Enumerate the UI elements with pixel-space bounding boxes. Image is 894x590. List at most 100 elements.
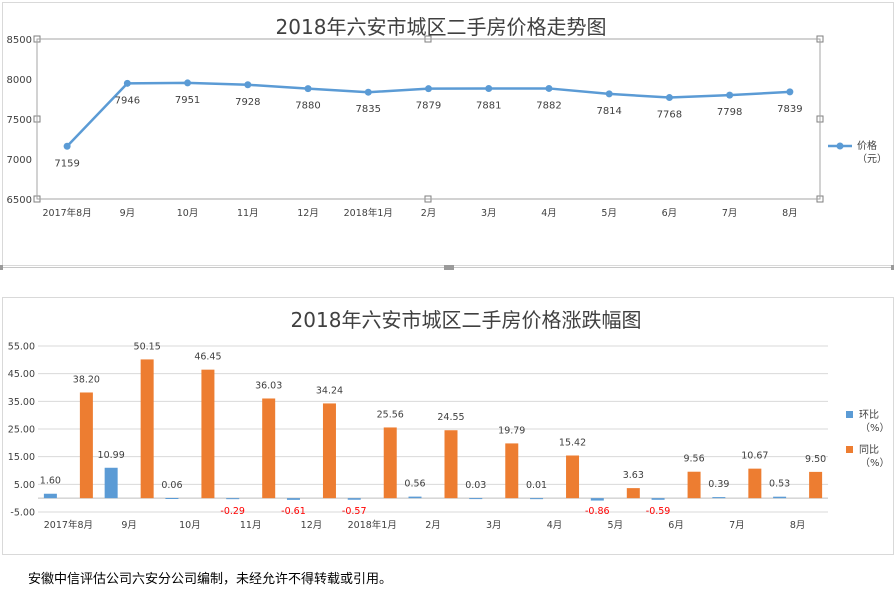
mom-bar: [773, 496, 787, 499]
yoy-data-label: 36.03: [255, 380, 282, 391]
yoy-bar: [262, 398, 276, 499]
yoy-bar: [444, 430, 458, 499]
price-point: [63, 142, 71, 150]
mom-data-label: -0.86: [585, 506, 610, 517]
x-tick-label: 7月: [722, 208, 738, 219]
x-tick-label: 8月: [790, 520, 806, 531]
price-data-label: 7951: [175, 95, 200, 106]
x-tick-label: 2017年8月: [44, 519, 93, 531]
yoy-bar: [566, 455, 580, 499]
price-point: [364, 88, 372, 96]
y-tick-label: 8500: [7, 35, 32, 46]
x-tick-label: 5月: [601, 208, 617, 219]
divider-left-handle[interactable]: [0, 265, 3, 270]
mom-bar: [43, 493, 57, 499]
price-data-label: 7946: [115, 95, 140, 106]
price-change-title: 2018年六安市城区二手房价格涨跌幅图: [291, 308, 642, 332]
price-trend-panel: [2, 2, 894, 266]
yoy-bar: [383, 427, 397, 499]
yoy-bar: [79, 392, 93, 499]
x-tick-label: 4月: [541, 208, 557, 219]
price-trend-title: 2018年六安市城区二手房价格走势图: [276, 15, 607, 39]
divider-resize-handle[interactable]: [444, 265, 454, 270]
yoy-data-label: 34.24: [316, 385, 343, 396]
yoy-bar: [748, 468, 762, 499]
x-tick-label: 3月: [486, 520, 502, 531]
x-tick-label: 11月: [237, 208, 259, 219]
yoy-data-label: 3.63: [623, 470, 644, 481]
x-tick-label: 2018年1月: [348, 519, 397, 531]
legend-series-unit: （%）: [860, 422, 890, 434]
x-tick-label: 2月: [425, 520, 441, 531]
yoy-data-label: 24.55: [437, 412, 464, 423]
legend-series-name: 同比: [859, 444, 879, 456]
x-tick-label: 8月: [782, 208, 798, 219]
price-point: [304, 85, 312, 93]
mom-bar: [165, 498, 179, 500]
mom-bar: [530, 498, 544, 500]
x-tick-label: 10月: [179, 520, 201, 531]
mom-data-label: 10.99: [98, 450, 125, 461]
yoy-data-label: 50.15: [134, 341, 161, 352]
mom-data-label: 0.56: [404, 479, 425, 490]
y-tick-label: 7000: [7, 155, 32, 166]
price-point: [545, 84, 553, 92]
mom-bar: [104, 467, 118, 499]
mom-bar: [226, 498, 240, 500]
legend-series-unit: （%）: [860, 457, 890, 469]
mom-bar: [590, 498, 604, 501]
plot-area-selection-frame: [36, 38, 821, 200]
price-point: [425, 85, 432, 93]
yoy-data-label: 46.45: [194, 352, 221, 363]
mom-bar: [469, 498, 483, 500]
x-tick-label: 7月: [729, 520, 745, 531]
y-tick-label: 25.00: [8, 425, 35, 436]
legend-series-name: 环比: [859, 409, 879, 421]
price-data-label: 7928: [235, 97, 260, 108]
y-tick-label: 8000: [7, 75, 32, 86]
legend-series-unit: （元）: [857, 153, 887, 165]
price-data-label: 7879: [416, 101, 441, 112]
mom-bar: [408, 496, 422, 499]
divider-right-handle[interactable]: [891, 265, 894, 270]
yoy-data-label: 38.20: [73, 374, 100, 385]
footer-note: 安徽中信评估公司六安分公司编制，未经允许不得转载或引用。: [28, 572, 393, 587]
x-tick-label: 6月: [668, 520, 684, 531]
mom-data-label: 0.06: [161, 480, 182, 491]
y-tick-label: 7500: [7, 115, 32, 126]
legend-swatch: [846, 411, 853, 418]
price-data-label: 7835: [356, 104, 381, 115]
yoy-bar: [687, 471, 701, 499]
price-point: [726, 91, 734, 99]
x-tick-label: 6月: [662, 208, 678, 219]
price-data-label: 7882: [536, 100, 561, 111]
yoy-data-label: 9.50: [805, 454, 826, 465]
yoy-data-label: 10.67: [741, 451, 768, 462]
price-point: [605, 90, 613, 98]
legend-marker: [836, 142, 844, 150]
price-trend-chart: 2018年六安市城区二手房价格走势图 65007000750080008500 …: [7, 15, 887, 219]
price-data-label: 7839: [777, 104, 802, 115]
price-data-label: 7798: [717, 107, 742, 118]
price-data-label: 7159: [54, 158, 79, 169]
mom-data-label: -0.29: [220, 506, 245, 517]
x-tick-label: 11月: [240, 520, 262, 531]
mom-bar: [347, 498, 361, 500]
x-tick-label: 2017年8月: [42, 207, 91, 219]
x-tick-label: 3月: [481, 208, 497, 219]
y-tick-label: 6500: [7, 195, 32, 206]
yoy-bar: [809, 471, 823, 499]
y-tick-label: 55.00: [8, 342, 35, 353]
y-tick-label: 35.00: [8, 397, 35, 408]
x-tick-label: 9月: [120, 208, 136, 219]
yoy-data-label: 15.42: [559, 438, 586, 449]
yoy-bar: [505, 443, 519, 499]
mom-data-label: 0.53: [769, 479, 790, 490]
price-point: [665, 94, 673, 102]
x-tick-label: 9月: [121, 520, 137, 531]
x-tick-label: 12月: [297, 208, 319, 219]
legend-swatch: [846, 446, 853, 453]
mom-data-label: 0.01: [526, 480, 547, 491]
y-tick-label: 5.00: [14, 480, 35, 491]
